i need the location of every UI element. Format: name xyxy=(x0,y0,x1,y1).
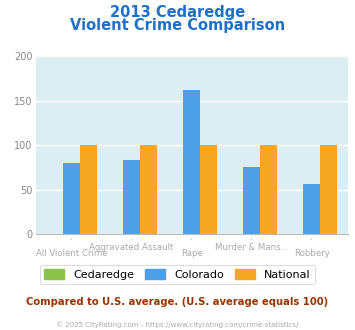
Bar xyxy=(140,145,157,234)
Text: Aggravated Assault: Aggravated Assault xyxy=(89,243,174,251)
Bar xyxy=(244,168,260,234)
Text: Robbery: Robbery xyxy=(294,249,330,258)
Bar xyxy=(123,160,140,234)
Legend: Cedaredge, Colorado, National: Cedaredge, Colorado, National xyxy=(40,265,315,284)
Bar xyxy=(80,145,97,234)
Bar xyxy=(260,145,277,234)
Bar xyxy=(183,90,200,234)
Bar xyxy=(63,163,80,234)
Text: Rape: Rape xyxy=(181,249,203,258)
Text: Violent Crime Comparison: Violent Crime Comparison xyxy=(70,18,285,33)
Bar xyxy=(320,145,337,234)
Bar xyxy=(304,183,320,234)
Text: Compared to U.S. average. (U.S. average equals 100): Compared to U.S. average. (U.S. average … xyxy=(26,297,329,307)
Text: All Violent Crime: All Violent Crime xyxy=(36,249,107,258)
Bar xyxy=(200,145,217,234)
Text: Murder & Mans...: Murder & Mans... xyxy=(215,243,289,251)
Text: 2013 Cedaredge: 2013 Cedaredge xyxy=(110,5,245,20)
Text: © 2025 CityRating.com - https://www.cityrating.com/crime-statistics/: © 2025 CityRating.com - https://www.city… xyxy=(56,322,299,328)
